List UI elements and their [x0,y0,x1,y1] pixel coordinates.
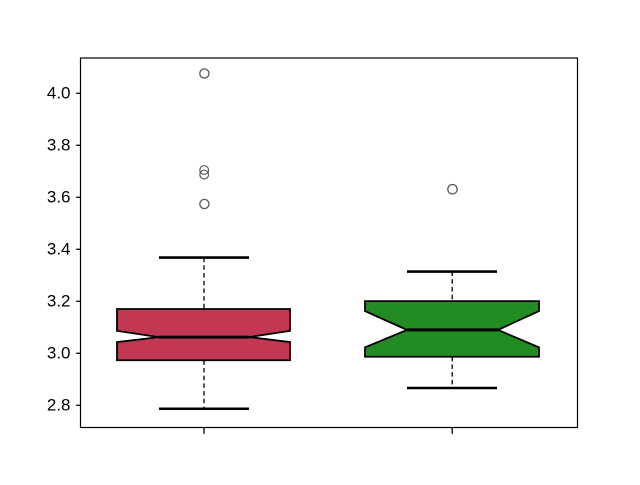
svg-text:2.8: 2.8 [47,395,71,414]
svg-text:3.2: 3.2 [47,291,71,310]
svg-text:3.0: 3.0 [47,343,71,362]
svg-text:3.4: 3.4 [47,239,71,258]
svg-text:3.6: 3.6 [47,187,71,206]
svg-text:3.8: 3.8 [47,135,71,154]
svg-text:4.0: 4.0 [47,83,71,102]
